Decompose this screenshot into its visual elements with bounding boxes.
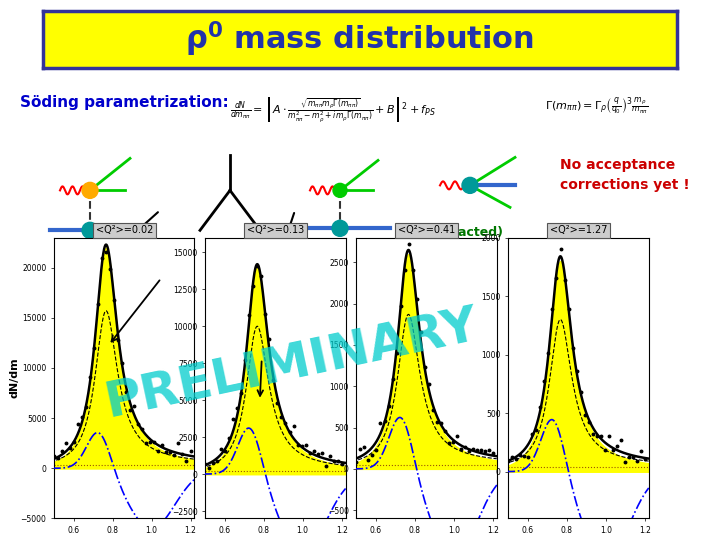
Circle shape xyxy=(82,222,98,238)
Y-axis label: dN/dm: dN/dm xyxy=(9,357,19,399)
Text: $\mathbf{\rho^0}$ mass distribution: $\mathbf{\rho^0}$ mass distribution xyxy=(186,19,534,59)
Text: Söding parametrization:: Söding parametrization: xyxy=(20,96,229,111)
Title: <Q²>=1.27: <Q²>=1.27 xyxy=(550,225,607,235)
Text: (subtracted): (subtracted) xyxy=(416,226,504,239)
Text: No acceptance: No acceptance xyxy=(560,158,675,172)
Title: <Q²>=0.13: <Q²>=0.13 xyxy=(247,225,304,235)
Text: PRELIMINARY: PRELIMINARY xyxy=(100,301,482,427)
Circle shape xyxy=(333,184,347,197)
Title: <Q²>=0.02: <Q²>=0.02 xyxy=(96,225,153,235)
Text: corrections yet !: corrections yet ! xyxy=(560,178,690,192)
Circle shape xyxy=(462,177,478,193)
Text: $\frac{dN}{dm_{\pi\pi}} = \left|A\cdot\frac{\sqrt{m_{\pi\pi}m_\rho\Gamma(m_{\pi\: $\frac{dN}{dm_{\pi\pi}} = \left|A\cdot\f… xyxy=(230,96,436,125)
Text: $\Gamma(m_{\pi\pi}) = \Gamma_\rho\left(\frac{q}{q_0}\right)^3\frac{m_\rho}{m_{\p: $\Gamma(m_{\pi\pi}) = \Gamma_\rho\left(\… xyxy=(545,96,648,118)
Title: <Q²>=0.41: <Q²>=0.41 xyxy=(398,225,455,235)
Circle shape xyxy=(332,220,348,237)
Circle shape xyxy=(82,183,98,198)
